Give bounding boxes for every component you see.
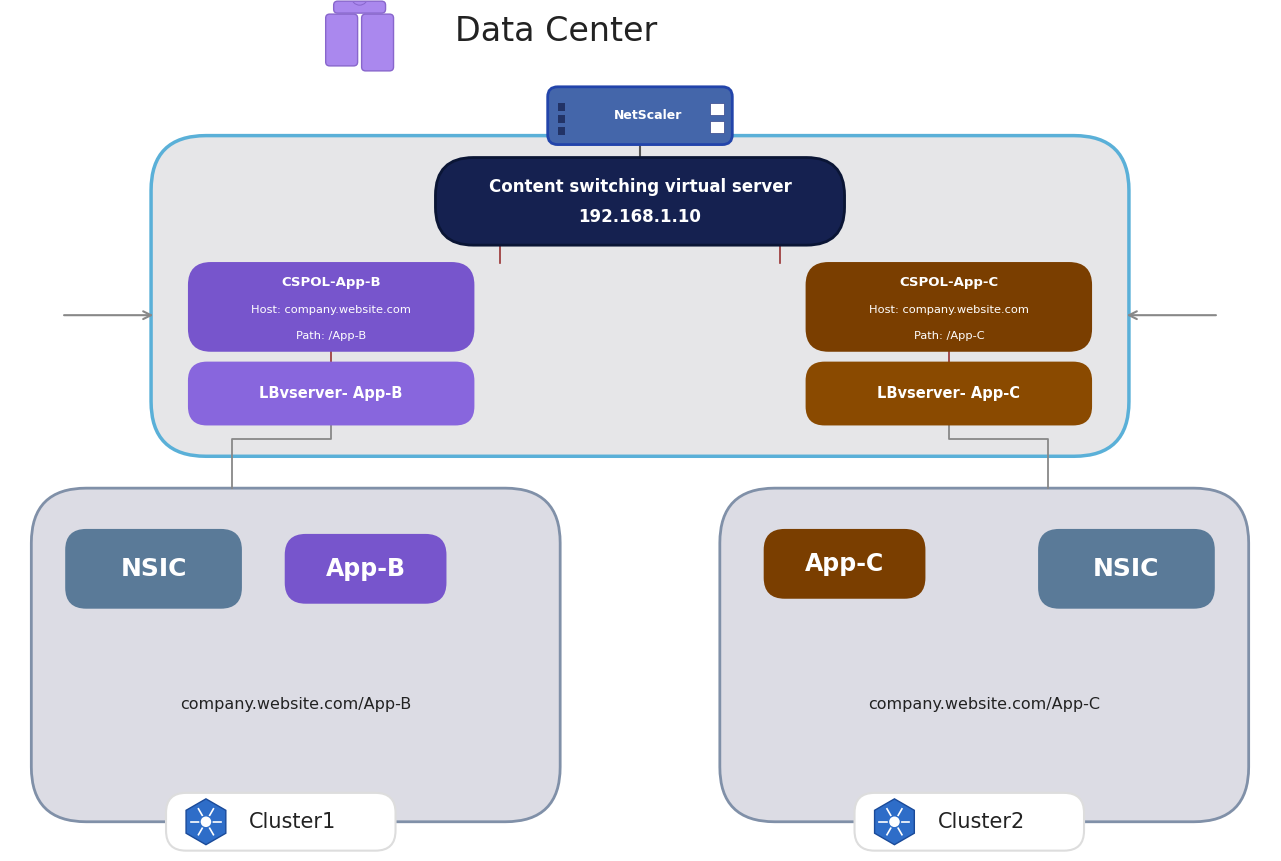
FancyBboxPatch shape: [548, 87, 733, 145]
FancyBboxPatch shape: [286, 535, 446, 603]
Circle shape: [351, 0, 368, 5]
Text: company.website.com/App-B: company.website.com/App-B: [181, 697, 411, 712]
Circle shape: [200, 815, 211, 827]
FancyBboxPatch shape: [325, 14, 357, 66]
Bar: [557, 127, 565, 134]
Text: Path: /App-C: Path: /App-C: [913, 331, 984, 341]
FancyBboxPatch shape: [151, 135, 1129, 456]
Bar: [557, 102, 565, 111]
Text: NSIC: NSIC: [1093, 557, 1159, 581]
FancyBboxPatch shape: [1039, 530, 1214, 608]
FancyBboxPatch shape: [765, 530, 925, 598]
Text: Data Center: Data Center: [456, 15, 657, 47]
Text: Cluster1: Cluster1: [249, 812, 337, 832]
FancyBboxPatch shape: [361, 14, 393, 71]
FancyBboxPatch shape: [67, 530, 241, 608]
Text: CSPOL-App-B: CSPOL-App-B: [282, 276, 380, 289]
Text: Host: company.website.com: Host: company.website.com: [251, 305, 411, 315]
Text: CSPOL-App-C: CSPOL-App-C: [899, 276, 998, 289]
Bar: [711, 102, 724, 115]
Text: LBvserver- App-C: LBvserver- App-C: [877, 386, 1021, 401]
FancyBboxPatch shape: [31, 488, 560, 821]
FancyBboxPatch shape: [720, 488, 1249, 821]
Text: Path: /App-B: Path: /App-B: [296, 331, 366, 341]
Text: Content switching virtual server: Content switching virtual server: [488, 178, 792, 196]
FancyBboxPatch shape: [436, 158, 844, 245]
Text: LBvserver- App-B: LBvserver- App-B: [260, 386, 402, 401]
Text: Host: company.website.com: Host: company.website.com: [869, 305, 1029, 315]
Text: NSIC: NSIC: [120, 557, 187, 581]
Text: Cluster2: Cluster2: [938, 812, 1025, 832]
Bar: [711, 121, 724, 133]
FancyBboxPatch shape: [190, 362, 474, 424]
Text: NetScaler: NetScaler: [614, 109, 683, 122]
Text: 192.168.1.10: 192.168.1.10: [579, 208, 702, 226]
Circle shape: [889, 815, 901, 827]
FancyBboxPatch shape: [807, 362, 1091, 424]
Text: App-C: App-C: [804, 552, 884, 576]
FancyBboxPatch shape: [854, 793, 1084, 851]
FancyBboxPatch shape: [333, 1, 386, 13]
Text: App-B: App-B: [325, 557, 406, 581]
FancyBboxPatch shape: [190, 263, 474, 350]
Text: company.website.com/App-C: company.website.com/App-C: [869, 697, 1100, 712]
FancyBboxPatch shape: [167, 793, 396, 851]
FancyBboxPatch shape: [807, 263, 1091, 350]
Bar: [557, 115, 565, 122]
